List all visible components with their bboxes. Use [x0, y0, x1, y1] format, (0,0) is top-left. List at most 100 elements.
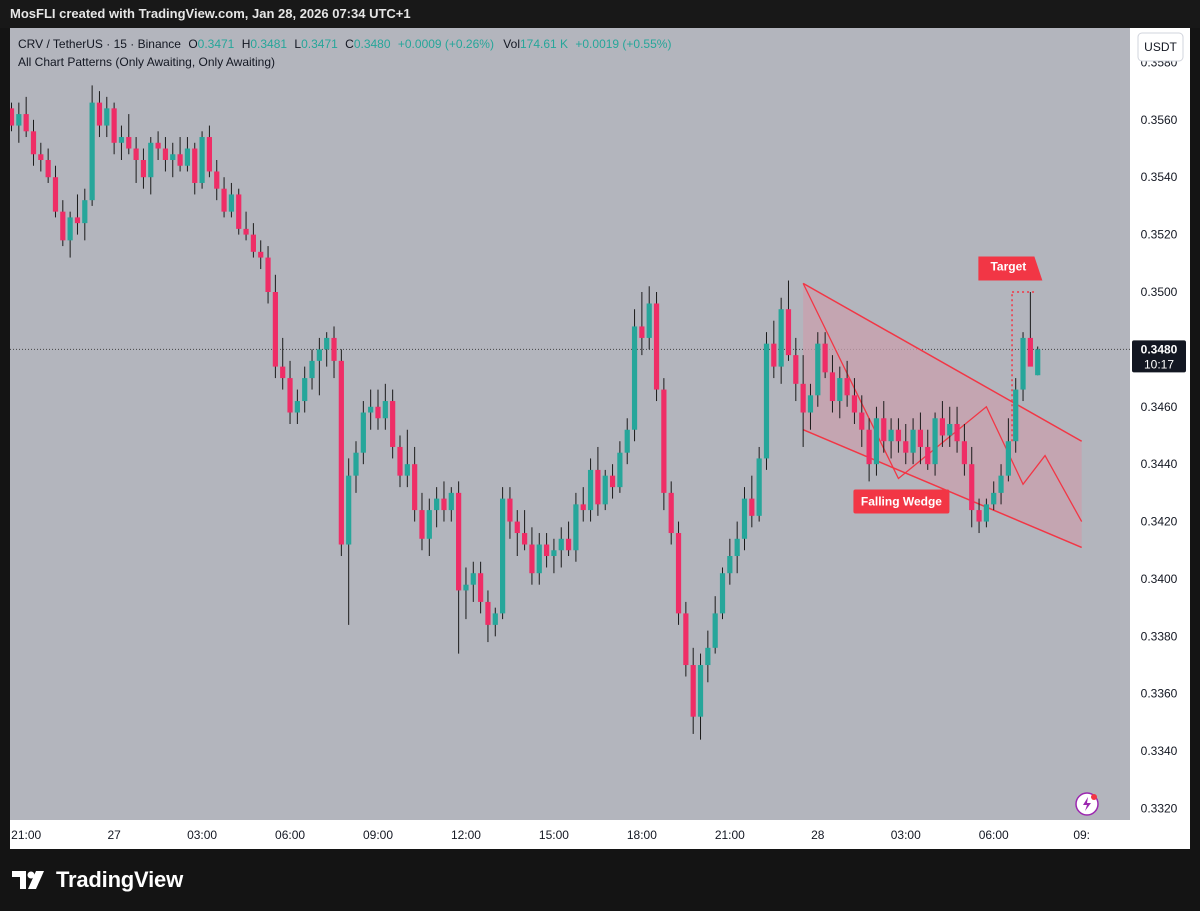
x-tick-label: 03:00 [891, 828, 921, 842]
y-tick-label: 0.3340 [1141, 744, 1178, 758]
legend-indicator[interactable]: All Chart Patterns (Only Awaiting, Only … [18, 55, 275, 69]
candle-body [925, 446, 931, 465]
candle-body [16, 114, 22, 126]
chart-frame: 0.3580 0.3560 0.3540 0.3520 0.3500 0.3460 0.34… [8, 28, 1190, 849]
candle-body [851, 395, 858, 413]
y-tick-label: 0.3320 [1141, 802, 1178, 816]
candle-body [265, 257, 271, 292]
y-tick-label: 0.3560 [1141, 113, 1178, 127]
legend-line-1: CRV / TetherUS · 15 · Binance O0.3471 H0… [18, 37, 671, 51]
candle-body [177, 154, 183, 166]
candle-body [294, 401, 300, 413]
candle-body [859, 412, 865, 430]
candle-body [793, 355, 799, 384]
candle-body [368, 406, 374, 413]
candle-body [360, 412, 366, 453]
target-label: Target [978, 256, 1043, 281]
candle-body [96, 102, 103, 126]
wedge-zigzag [802, 283, 1083, 522]
price-scale-background[interactable] [1130, 28, 1190, 820]
candle-body [573, 504, 579, 551]
candle-body [228, 194, 234, 212]
candle-body [690, 665, 696, 717]
candle-body [206, 137, 213, 172]
candle-body [492, 613, 498, 625]
candle-body [749, 498, 755, 516]
candle-body [316, 349, 322, 361]
candle-body [529, 544, 535, 574]
candle-body [895, 429, 902, 442]
candle-body [734, 538, 740, 556]
candle-body [434, 498, 440, 511]
lightning-icon[interactable] [1075, 792, 1099, 816]
candle-body [675, 533, 682, 614]
candle-body [1005, 441, 1011, 476]
candle-body [52, 177, 59, 212]
target-label-text: Target [990, 260, 1026, 274]
candle-body [939, 418, 946, 436]
x-tick-label: 09: [1073, 828, 1090, 842]
last-price-value: 0.3480 [1141, 342, 1178, 356]
legend-l-label: L [294, 37, 301, 51]
legend-l-value: 0.3471 [301, 37, 338, 51]
candle-body [910, 429, 916, 453]
candle-body [74, 217, 81, 224]
currency-button[interactable]: USDT [1137, 32, 1184, 62]
candle-body [111, 108, 117, 143]
candle-body [697, 665, 704, 717]
created-by-text: MosFLI created with TradingView.com, Jan… [10, 6, 411, 21]
candle-body [536, 544, 542, 574]
chart-svg[interactable]: 0.35800.35600.35400.35200.35000.34600.34… [8, 28, 1190, 849]
x-tick-label: 27 [107, 828, 121, 842]
candle-body [595, 469, 601, 505]
candle-body [866, 429, 872, 465]
candle-body [133, 148, 139, 160]
candle-body [485, 601, 491, 625]
candle-body [192, 148, 198, 183]
candle-body [807, 395, 814, 413]
candle-body [448, 492, 454, 511]
candle-body [250, 234, 256, 252]
candle-body [67, 217, 73, 241]
candle-body [903, 441, 909, 453]
candle-body [272, 292, 278, 367]
candle-body [522, 533, 528, 545]
candle-body [785, 309, 792, 356]
candle-body [30, 131, 37, 155]
y-tick-label: 0.3540 [1141, 170, 1178, 184]
legend-c-value: 0.3480 [354, 37, 391, 51]
candle-body [500, 498, 506, 614]
time-scale-background[interactable] [10, 820, 1190, 849]
y-tick-label: 0.3380 [1141, 629, 1178, 643]
candle-body [478, 573, 484, 602]
candle-body [727, 556, 733, 574]
candle-body [45, 160, 51, 178]
x-tick-label: 18:00 [627, 828, 657, 842]
x-tick-label: 06:00 [979, 828, 1009, 842]
x-tick-label: 28 [811, 828, 825, 842]
candle-body [756, 458, 762, 516]
candle-body [60, 211, 66, 241]
legend-change: +0.0009 (+0.26%) [398, 37, 494, 51]
candle-body [507, 498, 513, 522]
candle-body [844, 378, 850, 396]
candle-body [624, 429, 630, 453]
candle-body [1027, 337, 1033, 367]
pattern-label-text: Falling Wedge [861, 494, 942, 508]
candle-body [822, 343, 828, 373]
candle-body [309, 360, 315, 379]
legend-vol-value: 174.61 K [520, 37, 568, 51]
candle-body [199, 137, 205, 183]
candle-body [961, 441, 967, 465]
candle-body [917, 429, 924, 447]
candle-body [382, 401, 388, 419]
candle-body [170, 154, 176, 160]
candle-body [280, 366, 286, 379]
candle-body [426, 510, 432, 539]
x-tick-label: 06:00 [275, 828, 305, 842]
candle-body [991, 492, 997, 505]
candle-body [338, 360, 344, 545]
y-tick-label: 0.3460 [1141, 400, 1178, 414]
tradingview-logo[interactable]: TradingView [12, 866, 183, 894]
candle-body [258, 251, 264, 258]
